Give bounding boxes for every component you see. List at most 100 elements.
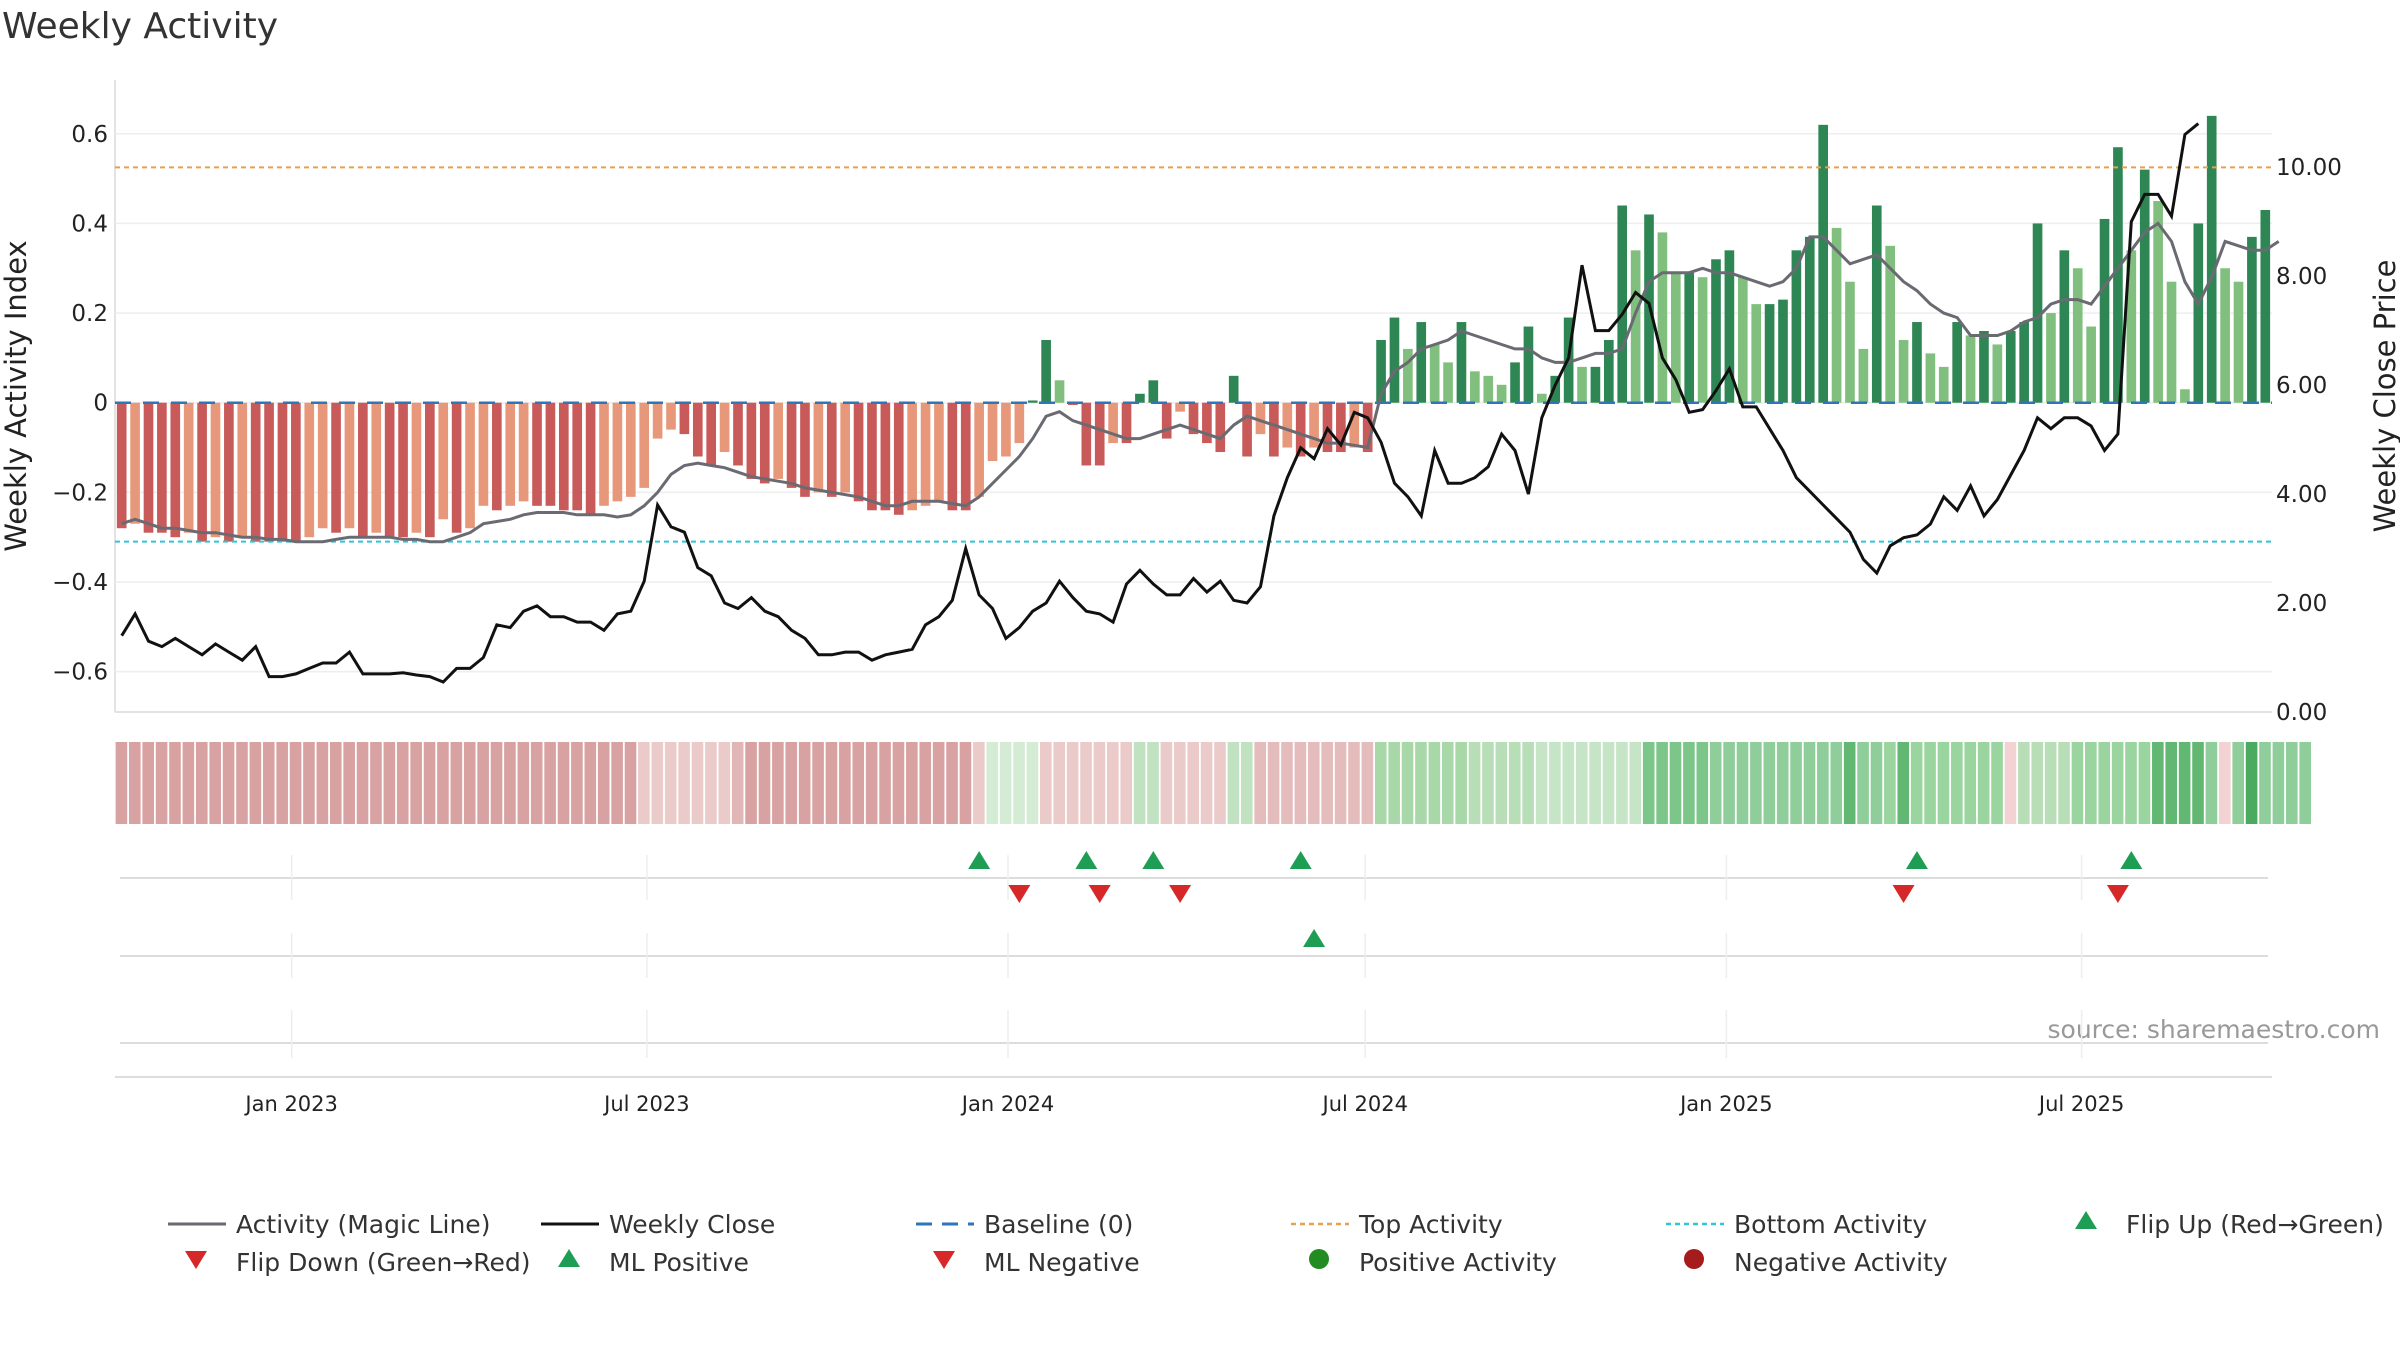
strip-cell (329, 742, 342, 824)
strip-cell (2058, 742, 2070, 824)
strip-cell (678, 742, 690, 824)
activity-bar (733, 402, 743, 466)
flip-up-marker (2120, 851, 2143, 869)
activity-bar (505, 402, 516, 506)
strip-cell (2152, 742, 2164, 824)
activity-bar (1617, 205, 1628, 403)
strip-cell (1897, 742, 1910, 824)
activity-bar (438, 402, 449, 520)
strip-cell (1214, 742, 1226, 824)
strip-cell (839, 742, 851, 824)
activity-bar (1215, 402, 1226, 453)
strip-cell (1522, 742, 1534, 824)
event-markers (115, 851, 2272, 1078)
strip-cell (1589, 742, 1601, 824)
activity-bar (2206, 115, 2217, 403)
strip-cell (1294, 742, 1307, 824)
axis-ticks: 0.6 0.4 0.2 0 −0.2 −0.4 −0.6 10.00 8.00 6.00 4.00 2… (52, 122, 2342, 1116)
activity-bar (1965, 335, 1976, 403)
activity-bar (1737, 277, 1748, 403)
activity-bar (1670, 272, 1681, 403)
series-lines (115, 122, 2280, 684)
flip-up-marker (1075, 851, 1098, 869)
legend-item: ML Positive (558, 1248, 749, 1277)
strip-cell (463, 742, 476, 824)
strip-cell (2098, 742, 2111, 824)
activity-bar (451, 402, 462, 533)
activity-bar (625, 402, 636, 497)
activity-bar (317, 402, 328, 529)
activity-bar (1764, 304, 1775, 403)
activity-bar (1630, 250, 1641, 403)
strip-cell (571, 742, 583, 824)
strip-cell (1750, 742, 1762, 824)
strip-cell (2192, 742, 2204, 824)
strip-cell (1616, 742, 1628, 824)
activity-bar (773, 402, 784, 479)
strip-cell (222, 742, 235, 824)
activity-bar (585, 402, 596, 515)
activity-bar (398, 402, 408, 538)
strip-cell (236, 742, 248, 824)
strip-cell (128, 742, 141, 824)
activity-bar (920, 402, 931, 506)
strip-cell (1937, 742, 1950, 824)
y-axis-label: Weekly Activity Index (0, 240, 33, 551)
activity-bar (2126, 250, 2137, 403)
strip-cell (812, 742, 824, 824)
strip-cell (2125, 742, 2137, 824)
legend-swatch (185, 1251, 207, 1269)
strip-cell (1991, 742, 2003, 824)
activity-bar (1684, 272, 1695, 403)
strip-cell (2178, 742, 2191, 824)
strip-cell (2245, 742, 2258, 824)
strip-cell (1240, 742, 1253, 824)
activity-bar (599, 402, 609, 506)
strip-cell (959, 742, 972, 824)
strip-cell (2165, 742, 2178, 824)
strip-cell (651, 742, 664, 824)
activity-bar (1871, 205, 1882, 403)
legend-item: Top Activity (1291, 1210, 1503, 1239)
strip-cell (1495, 742, 1508, 824)
strip-cell (932, 742, 945, 824)
legend-label: Positive Activity (1359, 1248, 1557, 1277)
strip-cell (1669, 742, 1682, 824)
strip-cell (544, 742, 556, 824)
strip-cell (209, 742, 221, 824)
strip-cell (1133, 742, 1146, 824)
strip-cell (1951, 742, 1963, 824)
strip-cell (289, 742, 302, 824)
y-tick-label: −0.4 (52, 570, 108, 596)
legend: Activity (Magic Line) Weekly Close Baselin… (168, 1210, 2384, 1277)
activity-bar (411, 402, 422, 533)
activity-bar (2139, 169, 2150, 403)
magic-line-series (121, 221, 2280, 544)
legend-label: ML Positive (609, 1248, 749, 1277)
activity-bar (1148, 380, 1159, 403)
strip-cell (1870, 742, 1883, 824)
activity-bar (2046, 313, 2056, 403)
strip-cell (1602, 742, 1615, 824)
strip-cell (638, 742, 650, 824)
x-tick-label: Jan 2025 (1678, 1092, 1773, 1116)
activity-bar (143, 402, 154, 533)
activity-bar (947, 402, 958, 511)
strip-cell (2004, 742, 2017, 824)
strip-cell (1562, 742, 1575, 824)
activity-bar (746, 402, 757, 479)
activity-bar (304, 402, 315, 538)
activity-bar (1269, 402, 1279, 457)
activity-bar (492, 402, 502, 511)
strip-cell (2111, 742, 2124, 824)
y2-tick-label: 4.00 (2276, 482, 2327, 508)
strip-cell (1053, 742, 1066, 824)
activity-bar (210, 402, 221, 538)
strip-cell (973, 742, 985, 824)
strip-cell (664, 742, 677, 824)
activity-bar (1724, 250, 1735, 403)
activity-bar (666, 402, 676, 430)
activity-bar (880, 402, 891, 511)
flip-down-marker (1169, 885, 1192, 903)
strip-cell (986, 742, 999, 824)
